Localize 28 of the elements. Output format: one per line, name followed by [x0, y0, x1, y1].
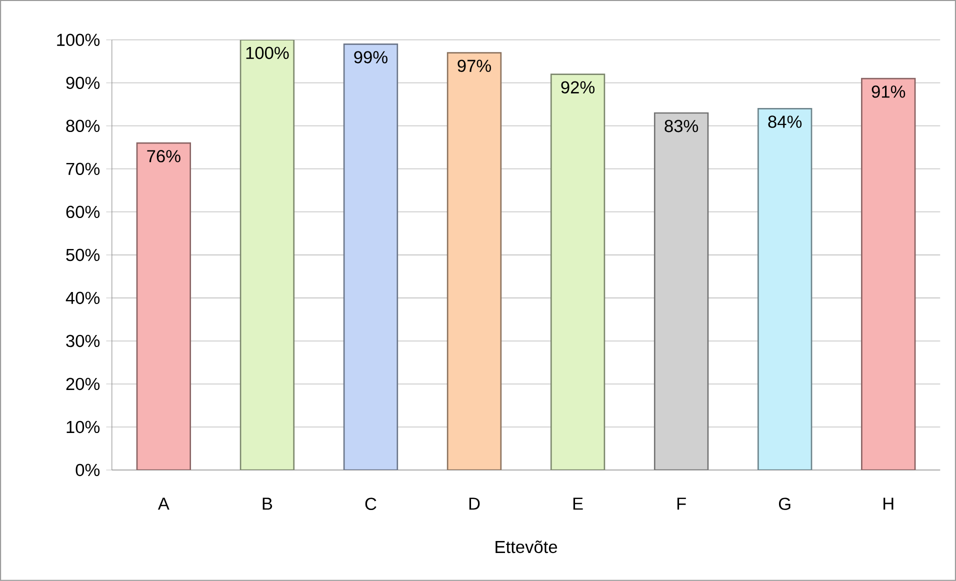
- y-tick-label: 30%: [66, 334, 100, 348]
- x-tick-label: H: [884, 498, 894, 510]
- y-tick-label: 70%: [66, 162, 100, 176]
- data-label: 83%: [664, 120, 698, 132]
- x-tick-label: D: [469, 498, 480, 510]
- y-tick-label: 50%: [66, 248, 100, 262]
- y-tick-label: 40%: [66, 292, 100, 304]
- y-tick-label: 20%: [66, 378, 100, 390]
- y-tick-label: 0%: [76, 464, 100, 476]
- y-tick-label: 100%: [57, 34, 100, 46]
- x-tick-label: E: [573, 498, 583, 510]
- data-label: 84%: [768, 116, 802, 128]
- x-tick-label: C: [365, 498, 376, 510]
- y-tick-label: 80%: [66, 120, 100, 132]
- y-tick-label: 10%: [66, 420, 100, 434]
- x-tick-label: G: [778, 498, 790, 510]
- y-tick-label: 90%: [66, 76, 100, 90]
- data-label: 92%: [561, 81, 595, 94]
- x-tick-label: A: [158, 498, 170, 510]
- x-tick-label: F: [677, 498, 686, 510]
- data-label: 100%: [246, 46, 289, 60]
- x-axis-title: Ettevõte: [496, 540, 558, 554]
- data-label: 99%: [354, 51, 388, 64]
- y-tick-label: 60%: [66, 206, 100, 218]
- data-label: 76%: [147, 150, 180, 162]
- x-tick-label: B: [262, 498, 272, 510]
- data-label: 97%: [458, 60, 491, 72]
- data-label: 91%: [872, 86, 906, 98]
